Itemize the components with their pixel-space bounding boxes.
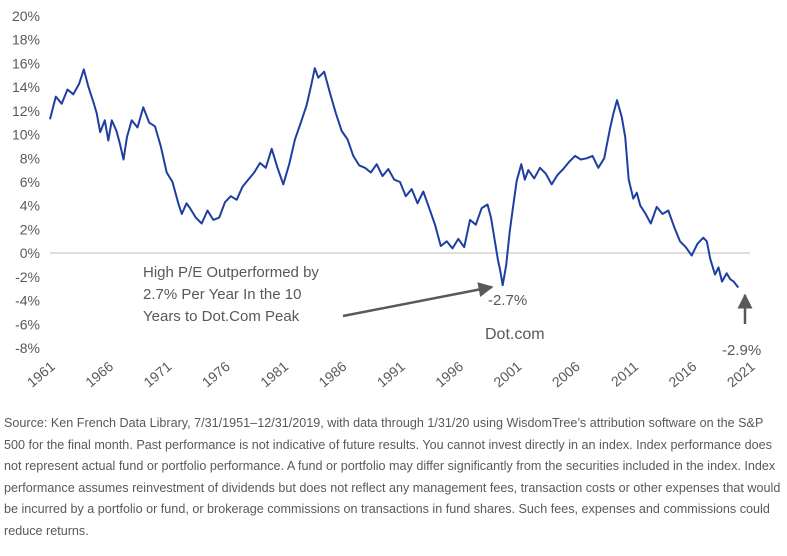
x-tick-label: 1966 — [82, 358, 116, 390]
x-tick-label: 1991 — [374, 358, 408, 390]
y-tick-label: 4% — [20, 198, 40, 214]
x-tick-label: 1961 — [24, 358, 58, 390]
x-tick-label: 2011 — [608, 358, 642, 390]
annotation-text-line2: 2.7% Per Year In the 10 — [143, 286, 301, 303]
y-tick-label: 6% — [20, 174, 40, 190]
y-axis-ticks: 20% 18% 16% 14% 12% 10% 8% 6% 4% 2% 0% -2% -4% -6% -8% — [12, 8, 40, 356]
y-tick-label: 8% — [20, 150, 40, 166]
y-tick-label: 18% — [12, 32, 40, 48]
annotation-text-line3: Years to Dot.Com Peak — [143, 308, 300, 325]
y-tick-label: 10% — [12, 127, 40, 143]
y-tick-label: -2% — [15, 269, 40, 285]
x-tick-label: 1981 — [257, 358, 291, 390]
y-tick-label: 20% — [12, 8, 40, 24]
x-tick-label: 2001 — [490, 358, 524, 390]
x-tick-label: 1996 — [432, 358, 466, 390]
y-tick-label: 12% — [12, 103, 40, 119]
line-chart: 20% 18% 16% 14% 12% 10% 8% 6% 4% 2% 0% -2% -4% -6% -8%… — [12, 8, 761, 390]
x-tick-label: 1971 — [140, 358, 174, 390]
x-tick-label: 2016 — [665, 358, 699, 390]
dotcom-peak-value-label: -2.7% — [488, 292, 527, 309]
y-tick-label: 16% — [12, 55, 40, 71]
dotcom-peak-arrow — [342, 282, 494, 318]
x-tick-label: 1986 — [315, 358, 349, 390]
annotation-text-line1: High P/E Outperformed by — [143, 264, 319, 281]
y-tick-label: 14% — [12, 79, 40, 95]
x-tick-label: 2021 — [724, 358, 758, 390]
series-line — [49, 67, 740, 289]
dotcom-label: Dot.com — [485, 326, 545, 343]
x-tick-label: 1976 — [199, 358, 233, 390]
y-tick-label: 0% — [20, 245, 40, 261]
source-footnote: Source: Ken French Data Library, 7/31/19… — [4, 416, 781, 538]
x-axis-ticks: 1961 1966 1971 1976 1981 1986 1991 1996 2001 2006… — [24, 358, 758, 390]
y-tick-label: -6% — [15, 316, 40, 332]
y-tick-label: 2% — [20, 221, 40, 237]
y-tick-label: -4% — [15, 293, 40, 309]
end-value-label: -2.9% — [722, 342, 761, 359]
y-tick-label: -8% — [15, 340, 40, 356]
x-tick-label: 2006 — [549, 358, 583, 390]
